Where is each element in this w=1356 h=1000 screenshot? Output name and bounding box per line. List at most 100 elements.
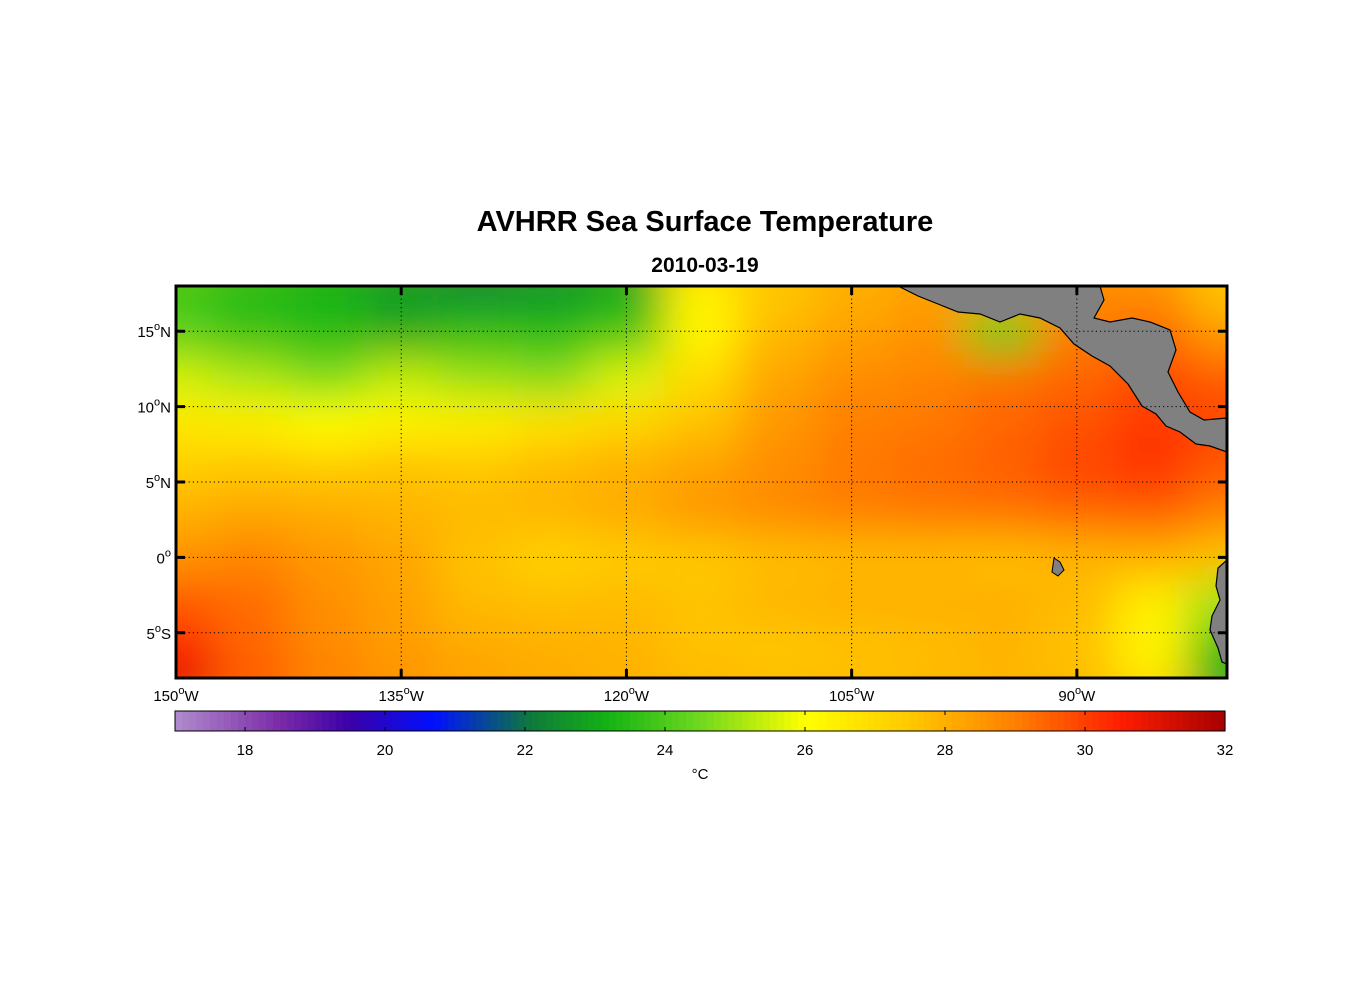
colorbar-segment	[595, 711, 603, 731]
sst-cell	[1114, 580, 1190, 626]
sst-cell	[176, 286, 214, 309]
sst-cell	[213, 489, 289, 535]
sst-cell	[1039, 399, 1115, 445]
colorbar-segment	[1183, 711, 1191, 731]
sst-cell	[213, 580, 289, 626]
sst-cell	[739, 353, 815, 400]
sst-cell	[1114, 286, 1190, 309]
colorbar-segment	[434, 711, 442, 731]
sst-cell	[288, 662, 364, 678]
colorbar-segment	[721, 711, 729, 731]
colorbar-segment	[812, 711, 820, 731]
sst-cell	[889, 308, 965, 354]
sst-cell	[814, 399, 890, 445]
colorbar-segment	[826, 711, 834, 731]
colorbar-segment	[798, 711, 806, 731]
colorbar-segment	[994, 711, 1002, 731]
sst-cell	[1114, 444, 1190, 490]
colorbar-segment	[371, 711, 379, 731]
colorbar-ticks: 18 20 22 24 26 28 30 32	[237, 711, 1233, 759]
colorbar-segment	[868, 711, 876, 731]
colorbar-segment	[1169, 711, 1177, 731]
colorbar-segment	[588, 711, 596, 731]
colorbar-segment	[581, 711, 589, 731]
colorbar-segment	[231, 711, 239, 731]
sst-cell	[889, 353, 965, 400]
colorbar-segment	[196, 711, 204, 731]
sst-cell	[663, 662, 740, 678]
colorbar-segment	[427, 711, 435, 731]
sst-cell	[889, 580, 965, 626]
colorbar-segment	[280, 711, 288, 731]
longitude-label: 105oW	[829, 685, 875, 705]
colorbar-segment	[378, 711, 386, 731]
sst-cell	[363, 286, 439, 309]
sst-cell	[739, 662, 815, 678]
colorbar-segment	[546, 711, 554, 731]
sst-cell	[213, 625, 289, 663]
colorbar-tick-label: 28	[937, 742, 954, 759]
colorbar-segment	[1134, 711, 1142, 731]
sst-cell	[288, 534, 364, 580]
colorbar-segment	[609, 711, 617, 731]
colorbar-segment	[616, 711, 624, 731]
colorbar-segment	[315, 711, 323, 731]
colorbar-segment	[252, 711, 260, 731]
sst-cell	[288, 444, 364, 490]
colorbar-unit-label: °C	[692, 766, 709, 783]
colorbar-segment	[238, 711, 246, 731]
south-america-land	[1209, 559, 1227, 665]
colorbar-segment	[224, 711, 232, 731]
sst-cell	[213, 444, 289, 490]
sst-cell	[213, 662, 289, 678]
colorbar-segment	[1099, 711, 1107, 731]
colorbar-segment	[805, 711, 813, 731]
sst-cell	[663, 580, 740, 626]
colorbar-segment	[1190, 711, 1198, 731]
colorbar-segment	[770, 711, 778, 731]
colorbar-segment	[1078, 711, 1086, 731]
colorbar-segment	[861, 711, 869, 731]
colorbar-segment	[854, 711, 862, 731]
sst-cell	[438, 534, 514, 580]
colorbar-segment	[1085, 711, 1093, 731]
colorbar-segment	[882, 711, 890, 731]
sst-cell	[288, 399, 364, 445]
colorbar-segment	[301, 711, 309, 731]
colorbar-segment	[1148, 711, 1156, 731]
sst-cell	[288, 489, 364, 535]
colorbar-segment	[742, 711, 750, 731]
colorbar-segment	[287, 711, 295, 731]
sst-cell	[213, 308, 289, 354]
colorbar-segment	[903, 711, 911, 731]
colorbar-segment	[413, 711, 421, 731]
colorbar-segment	[483, 711, 491, 731]
sst-cell	[513, 444, 589, 490]
sst-cell	[739, 489, 815, 535]
sst-cell	[176, 489, 214, 535]
longitude-label: 90oW	[1058, 685, 1096, 705]
colorbar-segment	[574, 711, 582, 731]
sst-cell	[288, 286, 364, 309]
colorbar-segment	[462, 711, 470, 731]
colorbar-segment	[602, 711, 610, 731]
colorbar-segment	[833, 711, 841, 731]
longitude-label: 150oW	[153, 685, 199, 705]
sst-cell	[438, 353, 514, 400]
colorbar-segment	[924, 711, 932, 731]
sst-cell	[513, 625, 589, 663]
sst-cell	[663, 353, 740, 400]
colorbar-segment	[1162, 711, 1170, 731]
sst-cell	[513, 286, 589, 309]
colorbar-segment	[189, 711, 197, 731]
colorbar-segment	[567, 711, 575, 731]
colorbar-segment	[728, 711, 736, 731]
land-masses	[897, 286, 1227, 665]
sst-cell	[363, 580, 439, 626]
colorbar-segment	[665, 711, 673, 731]
sst-cell	[176, 353, 214, 400]
colorbar-segment	[735, 711, 743, 731]
sst-cell	[363, 399, 439, 445]
